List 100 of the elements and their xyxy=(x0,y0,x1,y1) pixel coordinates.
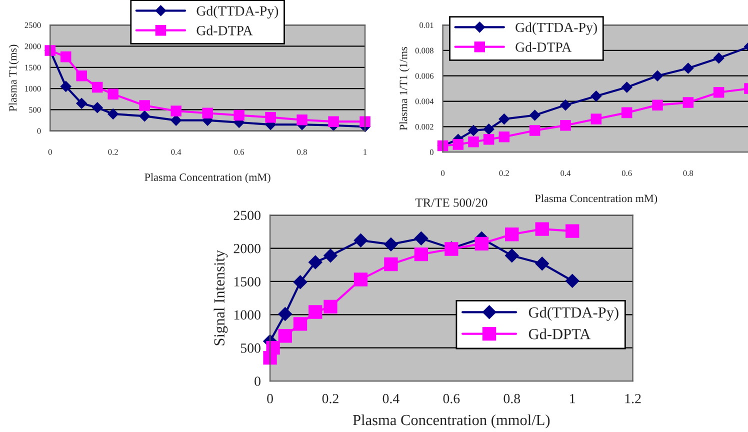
point xyxy=(296,114,308,126)
y-tick-label: 2500 xyxy=(234,210,260,220)
x-tick-label: 0.2 xyxy=(499,170,509,176)
point xyxy=(328,116,339,127)
y-tick-label: 2000 xyxy=(234,244,260,254)
point xyxy=(293,275,308,290)
point xyxy=(566,224,580,238)
chart-title: TR/TE 500/20 xyxy=(415,198,488,207)
x-tick-label: 1.2 xyxy=(625,394,641,404)
point xyxy=(414,247,428,262)
y-tick-label: 0.008 xyxy=(415,48,434,54)
x-tick-label: 0.2 xyxy=(322,394,338,404)
point xyxy=(170,114,182,126)
point xyxy=(535,256,550,270)
x-tick-label: 0.4 xyxy=(560,170,571,176)
point xyxy=(414,231,428,246)
point xyxy=(308,255,322,270)
point xyxy=(452,139,464,150)
point xyxy=(621,107,632,118)
point xyxy=(505,228,519,242)
y-tick-label: 500 xyxy=(29,107,41,113)
x-tick-label: 0.8 xyxy=(683,170,694,176)
legend-label: Gd-DTPA xyxy=(516,42,572,52)
point xyxy=(498,131,510,142)
point xyxy=(682,97,694,108)
point xyxy=(590,114,602,124)
y-tick-label: 0.002 xyxy=(415,124,434,130)
y-tick-label: 1500 xyxy=(234,277,260,286)
point xyxy=(384,257,398,272)
y-tick-label: 500 xyxy=(240,343,260,353)
point xyxy=(713,52,724,64)
x-tick-label: 1 xyxy=(570,394,575,404)
point xyxy=(76,70,87,82)
point xyxy=(504,248,519,263)
y-tick-label: 1500 xyxy=(25,64,41,70)
x-tick-label: 0.8 xyxy=(504,394,520,404)
point xyxy=(474,236,488,251)
x-tick-label: 0.8 xyxy=(297,149,307,155)
legend-label: Gd-DTPA xyxy=(196,26,253,36)
x-axis-title: Plasma Concentration (mM) xyxy=(144,173,270,184)
point xyxy=(560,100,571,110)
point xyxy=(60,81,72,92)
point xyxy=(293,317,308,331)
legend-label: Gd-DPTA xyxy=(528,328,591,340)
point xyxy=(170,106,182,116)
point xyxy=(483,124,494,135)
y-axis-title: Plasma T1(ms) xyxy=(8,44,19,112)
point xyxy=(60,51,72,62)
point xyxy=(652,70,663,82)
x-axis-title: Plasma Concentration mM) xyxy=(535,194,658,204)
x-tick-label: 0 xyxy=(48,149,52,155)
point xyxy=(354,272,368,286)
y-tick-label: 0 xyxy=(37,128,41,134)
point xyxy=(266,341,280,355)
y-tick-label: 0.006 xyxy=(415,73,434,79)
point xyxy=(535,222,549,236)
point xyxy=(560,120,571,131)
point xyxy=(565,274,580,288)
point xyxy=(108,88,118,100)
point xyxy=(76,98,88,109)
legend-label: Gd(TTDA-Py) xyxy=(196,6,278,19)
x-axis-title: Plasma Concentration (mmol/L) xyxy=(352,414,550,428)
x-tick-label: 0.4 xyxy=(171,149,182,155)
y-axis-title: Signal Intensity xyxy=(214,250,228,346)
y-tick-label: 2000 xyxy=(24,44,41,50)
y-tick-label: 0.01 xyxy=(420,22,434,28)
x-tick-label: 0.4 xyxy=(382,394,400,404)
point xyxy=(483,134,494,145)
point xyxy=(590,90,602,102)
point xyxy=(384,237,398,252)
point xyxy=(529,125,540,136)
point xyxy=(108,108,119,120)
point xyxy=(139,100,150,111)
point xyxy=(621,82,632,93)
x-tick-label: 0 xyxy=(267,394,273,404)
y-axis-title: Plasma 1/T1 (1/ms xyxy=(399,46,410,130)
point xyxy=(92,102,103,114)
point xyxy=(354,233,368,248)
point xyxy=(278,329,292,343)
point xyxy=(324,248,338,263)
point xyxy=(652,100,663,110)
point xyxy=(468,136,479,148)
y-tick-label: 1000 xyxy=(25,86,41,92)
point xyxy=(468,125,479,136)
point xyxy=(360,116,370,127)
point xyxy=(202,108,213,118)
x-tick-label: 0.6 xyxy=(622,170,632,176)
point xyxy=(139,110,150,122)
y-tick-label: 0.004 xyxy=(415,98,434,104)
point xyxy=(324,300,338,314)
point xyxy=(234,110,244,121)
x-tick-label: 0.6 xyxy=(234,149,244,155)
x-tick-label: 0 xyxy=(441,170,445,176)
point xyxy=(529,110,540,121)
legend-label: Gd(TTDA-Py) xyxy=(528,306,618,321)
point xyxy=(682,62,694,74)
legend-label: Gd(TTDA-Py) xyxy=(516,22,597,36)
point xyxy=(92,82,103,93)
point xyxy=(278,307,292,321)
point xyxy=(308,305,322,319)
